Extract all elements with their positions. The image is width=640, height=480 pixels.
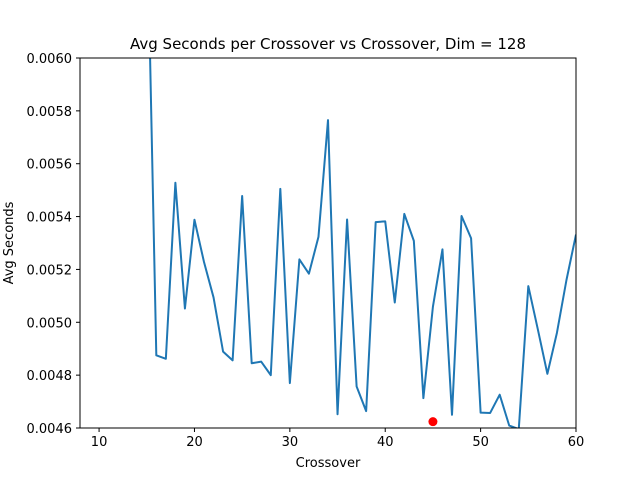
x-tick-label: 20 — [186, 435, 203, 450]
y-tick-label: 0.0056 — [27, 158, 73, 173]
y-tick-label: 0.0054 — [27, 211, 73, 226]
y-tick-label: 0.0048 — [27, 369, 73, 384]
x-tick-label: 10 — [91, 435, 108, 450]
x-tick-label: 30 — [282, 435, 299, 450]
y-tick-label: 0.0060 — [27, 52, 73, 67]
highlight-point — [428, 417, 438, 427]
x-tick-label: 60 — [568, 435, 585, 450]
y-tick-label: 0.0058 — [27, 105, 73, 120]
y-tick-label: 0.0052 — [27, 263, 73, 278]
axes-frame — [79, 57, 577, 429]
series-line-0 — [149, 58, 576, 428]
chart-title: Avg Seconds per Crossover vs Crossover, … — [130, 35, 526, 53]
y-axis-title: Avg Seconds — [2, 201, 17, 284]
y-tick-label: 0.0050 — [27, 316, 73, 331]
y-tick-label: 0.0046 — [27, 422, 73, 437]
plot-area: 10 20 30 40 50 60 0.0046 0.0048 0.0050 0.0052 0.00… — [27, 52, 585, 450]
x-axis-title: Crossover — [296, 456, 361, 471]
x-tick-label: 40 — [377, 435, 394, 450]
x-tick-label: 50 — [472, 435, 489, 450]
